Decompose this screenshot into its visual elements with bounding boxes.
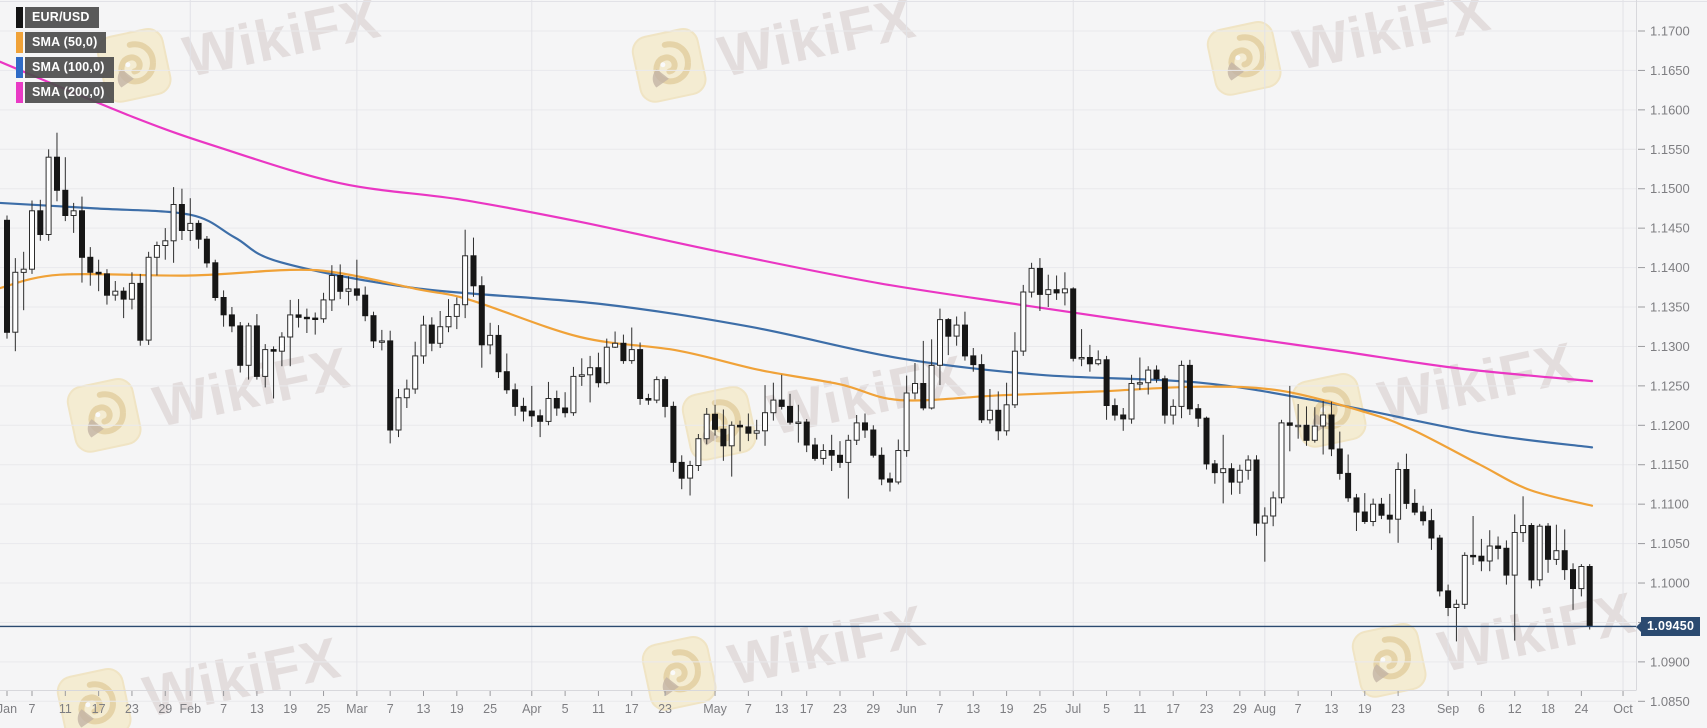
svg-text:7: 7 xyxy=(387,702,394,716)
svg-text:1.1250: 1.1250 xyxy=(1650,378,1690,393)
svg-text:1.1200: 1.1200 xyxy=(1650,418,1690,433)
svg-text:1.1150: 1.1150 xyxy=(1650,457,1689,472)
svg-text:1.1700: 1.1700 xyxy=(1650,24,1690,39)
svg-text:29: 29 xyxy=(158,702,172,716)
symbol-label: EUR/USD xyxy=(25,7,99,28)
indicator-legend: EUR/USD SMA (50,0) SMA (100,0) SMA (200,… xyxy=(16,7,114,103)
svg-text:23: 23 xyxy=(1200,702,1214,716)
legend-sma100[interactable]: SMA (100,0) xyxy=(16,57,114,78)
svg-text:1.1400: 1.1400 xyxy=(1650,260,1690,275)
svg-text:23: 23 xyxy=(125,702,139,716)
svg-text:13: 13 xyxy=(775,702,789,716)
svg-text:23: 23 xyxy=(1391,702,1405,716)
svg-text:29: 29 xyxy=(1233,702,1247,716)
svg-text:19: 19 xyxy=(1000,702,1014,716)
svg-text:Jan: Jan xyxy=(0,702,17,716)
svg-text:7: 7 xyxy=(29,702,36,716)
svg-text:29: 29 xyxy=(866,702,880,716)
svg-text:7: 7 xyxy=(1295,702,1302,716)
svg-text:Oct: Oct xyxy=(1613,702,1633,716)
sma50-label: SMA (50,0) xyxy=(25,32,107,53)
svg-text:1.0900: 1.0900 xyxy=(1650,654,1690,669)
legend-sma50[interactable]: SMA (50,0) xyxy=(16,32,114,53)
svg-text:19: 19 xyxy=(450,702,464,716)
svg-text:19: 19 xyxy=(283,702,297,716)
symbol-color-bar xyxy=(16,7,23,28)
current-price-badge: 1.09450 xyxy=(1636,617,1701,636)
svg-text:23: 23 xyxy=(833,702,847,716)
svg-text:1.1300: 1.1300 xyxy=(1650,339,1690,354)
svg-text:25: 25 xyxy=(483,702,497,716)
svg-text:18: 18 xyxy=(1541,702,1555,716)
svg-text:17: 17 xyxy=(92,702,106,716)
svg-text:25: 25 xyxy=(317,702,331,716)
svg-text:11: 11 xyxy=(1133,702,1146,716)
svg-text:7: 7 xyxy=(220,702,227,716)
svg-text:Jul: Jul xyxy=(1065,702,1081,716)
current-price-value: 1.09450 xyxy=(1647,619,1695,633)
svg-text:Sep: Sep xyxy=(1437,702,1459,716)
svg-text:13: 13 xyxy=(1325,702,1339,716)
svg-text:1.1350: 1.1350 xyxy=(1650,300,1690,315)
sma200-color-bar xyxy=(16,82,23,103)
svg-text:1.1450: 1.1450 xyxy=(1650,221,1690,236)
svg-text:13: 13 xyxy=(966,702,980,716)
sma100-label: SMA (100,0) xyxy=(25,57,114,78)
svg-text:1.1650: 1.1650 xyxy=(1650,63,1690,78)
svg-text:1.1050: 1.1050 xyxy=(1650,536,1690,551)
svg-text:25: 25 xyxy=(1033,702,1047,716)
legend-symbol[interactable]: EUR/USD xyxy=(16,7,114,28)
svg-text:7: 7 xyxy=(745,702,752,716)
svg-text:Mar: Mar xyxy=(346,702,368,716)
svg-text:23: 23 xyxy=(658,702,672,716)
svg-text:5: 5 xyxy=(562,702,569,716)
svg-text:1.1550: 1.1550 xyxy=(1650,142,1690,157)
svg-text:17: 17 xyxy=(800,702,814,716)
svg-text:Jun: Jun xyxy=(897,702,917,716)
svg-text:17: 17 xyxy=(625,702,639,716)
svg-text:13: 13 xyxy=(250,702,264,716)
svg-text:1.0850: 1.0850 xyxy=(1650,694,1690,709)
sma50-color-bar xyxy=(16,32,23,53)
svg-text:12: 12 xyxy=(1508,702,1522,716)
svg-text:May: May xyxy=(703,702,727,716)
svg-text:Aug: Aug xyxy=(1254,702,1276,716)
svg-text:1.1500: 1.1500 xyxy=(1650,181,1690,196)
svg-text:1.1600: 1.1600 xyxy=(1650,102,1690,117)
sma100-color-bar xyxy=(16,57,23,78)
legend-sma200[interactable]: SMA (200,0) xyxy=(16,82,114,103)
svg-text:1.1000: 1.1000 xyxy=(1650,576,1690,591)
svg-text:1.1100: 1.1100 xyxy=(1650,497,1689,512)
sma200-label: SMA (200,0) xyxy=(25,82,114,103)
svg-text:11: 11 xyxy=(592,702,605,716)
svg-text:17: 17 xyxy=(1166,702,1180,716)
svg-text:24: 24 xyxy=(1574,702,1588,716)
price-badge-arrow-icon xyxy=(1636,621,1641,632)
svg-text:11: 11 xyxy=(59,702,72,716)
svg-text:7: 7 xyxy=(936,702,943,716)
svg-text:5: 5 xyxy=(1103,702,1110,716)
svg-text:19: 19 xyxy=(1358,702,1372,716)
svg-text:6: 6 xyxy=(1478,702,1485,716)
svg-text:Apr: Apr xyxy=(522,702,541,716)
svg-text:13: 13 xyxy=(417,702,431,716)
svg-text:Feb: Feb xyxy=(179,702,201,716)
